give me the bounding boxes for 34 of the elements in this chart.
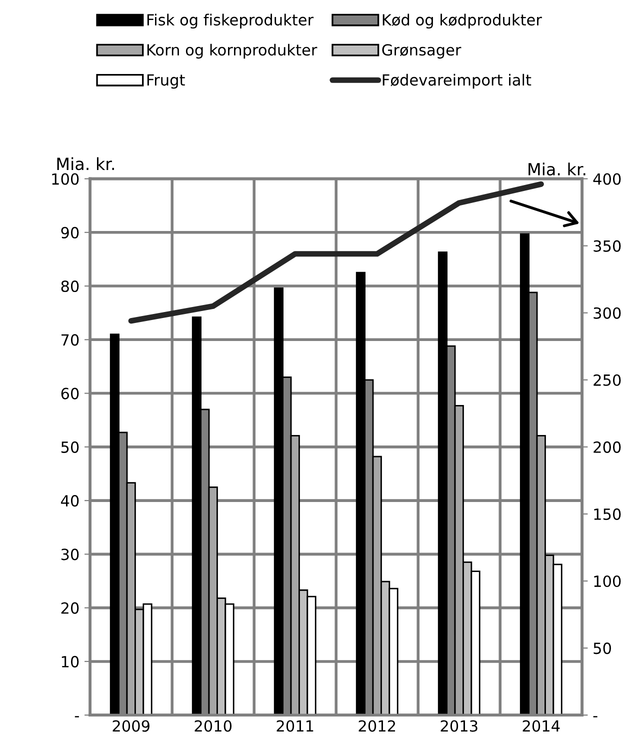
y2-tick-label: - bbox=[593, 716, 598, 718]
x-tick-label: 2012 bbox=[358, 720, 396, 732]
y2-tick-label: 300 bbox=[594, 307, 621, 319]
y-tick-label: 20 bbox=[61, 602, 79, 614]
y2-tick-label: 100 bbox=[594, 575, 621, 588]
y-axis-title: Mia. kr. bbox=[57, 157, 114, 170]
y2-tick-label: 250 bbox=[594, 374, 621, 386]
y-tick-label: 80 bbox=[61, 280, 79, 292]
y-tick-label: 60 bbox=[61, 388, 79, 400]
y-tick-label: - bbox=[74, 716, 79, 718]
y-tick-label: 70 bbox=[61, 334, 79, 346]
x-tick-label: 2013 bbox=[440, 720, 478, 732]
legend-label: Kød og kødprodukter bbox=[382, 14, 542, 29]
y2-tick-label: 400 bbox=[593, 173, 621, 185]
legend-label: Fødevareimport ialt bbox=[382, 74, 532, 89]
y2-tick-label: 200 bbox=[594, 441, 621, 453]
legend-label: Fisk og fiskeprodukter bbox=[147, 14, 314, 29]
y-tick-label: 10 bbox=[62, 656, 79, 668]
y-tick-label: 50 bbox=[61, 441, 79, 453]
y2-tick-label: 50 bbox=[594, 642, 611, 654]
y-tick-label: 40 bbox=[60, 495, 79, 507]
legend-label: Grønsager bbox=[382, 44, 462, 59]
x-tick-label: 2014 bbox=[522, 720, 560, 732]
y2-tick-label: 150 bbox=[594, 508, 621, 520]
x-tick-label: 2010 bbox=[194, 720, 232, 732]
y-tick-label: 100 bbox=[52, 173, 79, 185]
legend-label: Korn og kornprodukter bbox=[147, 44, 318, 59]
y-tick-label: 30 bbox=[61, 548, 79, 560]
y2-axis-title: Mia. kr. bbox=[528, 162, 586, 176]
legend-label: Frugt bbox=[147, 74, 185, 89]
y2-tick-label: 350 bbox=[594, 240, 621, 252]
x-tick-label: 2011 bbox=[276, 720, 314, 732]
x-tick-label: 2009 bbox=[112, 720, 150, 732]
y-tick-label: 90 bbox=[61, 226, 79, 238]
